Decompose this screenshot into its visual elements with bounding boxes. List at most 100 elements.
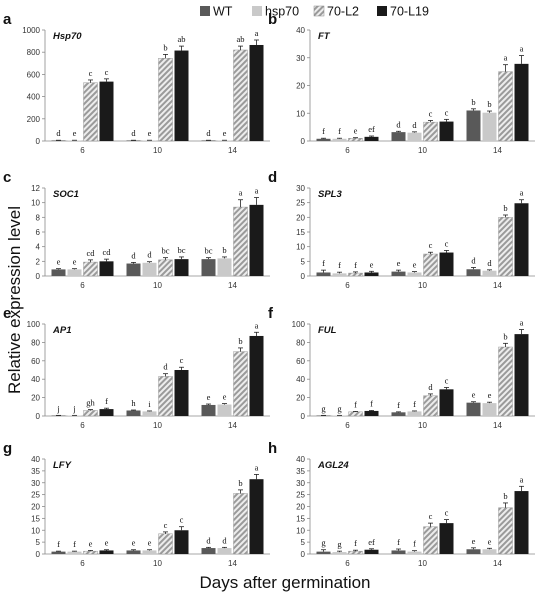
bar-wt — [391, 271, 406, 276]
significance-letter: e — [413, 260, 417, 270]
significance-letter: d — [56, 128, 61, 138]
significance-letter: c — [429, 511, 433, 521]
bar-70-l19 — [174, 530, 189, 554]
significance-letter: e — [370, 259, 374, 269]
significance-letter: f — [354, 260, 357, 270]
y-tick-label: 15 — [296, 514, 305, 523]
significance-letter: a — [255, 320, 259, 330]
significance-letter: f — [413, 539, 416, 549]
y-tick-label: 12 — [31, 184, 40, 193]
y-tick-label: 10 — [296, 109, 305, 118]
y-tick-label: 80 — [296, 338, 305, 347]
significance-letter: e — [148, 538, 152, 548]
panel-label: d — [268, 169, 277, 186]
y-tick-label: 0 — [301, 412, 306, 421]
bar-70-l19 — [249, 204, 264, 276]
significance-letter: e — [207, 392, 211, 402]
significance-letter: e — [223, 392, 227, 402]
significance-letter: d — [206, 535, 211, 545]
significance-letter: c — [445, 375, 449, 385]
significance-letter: e — [472, 536, 476, 546]
significance-letter: f — [370, 398, 373, 408]
significance-letter: b — [238, 478, 242, 488]
y-tick-label: 15 — [31, 514, 40, 523]
panel-label: b — [268, 11, 277, 28]
bar-wt — [391, 412, 406, 416]
y-tick-label: 20 — [296, 394, 305, 403]
significance-letter: c — [445, 107, 449, 117]
x-tick-label: 14 — [228, 559, 237, 568]
significance-letter: e — [223, 128, 227, 138]
y-tick-label: 0 — [301, 550, 306, 559]
x-tick-label: 6 — [345, 421, 350, 430]
bar-70-l2 — [498, 71, 513, 142]
bar-70-l19 — [99, 409, 114, 416]
y-tick-label: 15 — [296, 228, 305, 237]
panel-label: a — [3, 11, 12, 28]
significance-letter: g — [321, 538, 326, 548]
y-tick-label: 10 — [296, 526, 305, 535]
significance-letter: b — [222, 245, 226, 255]
bar-70-l19 — [99, 81, 114, 141]
bar-70-l2 — [158, 259, 173, 277]
y-tick-label: 20 — [296, 213, 305, 222]
y-tick-label: 0 — [36, 137, 41, 146]
significance-letter: cd — [86, 248, 95, 258]
significance-letter: f — [322, 258, 325, 268]
significance-letter: a — [520, 318, 524, 328]
y-tick-label: 0 — [36, 412, 41, 421]
bar-70-l19 — [439, 121, 454, 141]
significance-letter: e — [472, 390, 476, 400]
gene-label: Hsp70 — [53, 31, 82, 42]
y-tick-label: 60 — [296, 357, 305, 366]
x-tick-label: 10 — [418, 559, 427, 568]
y-tick-label: 40 — [31, 375, 40, 384]
y-tick-label: 6 — [36, 228, 41, 237]
significance-letter: e — [397, 258, 401, 268]
significance-letter: a — [520, 188, 524, 198]
y-tick-label: 100 — [27, 320, 41, 329]
significance-letter: ab — [236, 34, 244, 44]
bar-hsp70 — [482, 403, 497, 416]
y-tick-label: 35 — [31, 467, 40, 476]
bar-70-l2 — [83, 410, 98, 417]
bar-wt — [466, 402, 481, 416]
panel-label: h — [268, 440, 277, 457]
bar-70-l19 — [364, 272, 379, 276]
x-tick-label: 14 — [228, 281, 237, 290]
significance-letter: b — [503, 491, 507, 501]
significance-letter: bc — [161, 246, 169, 256]
panel-f: f FUL 0 20 40 60 80 100 g g f f 6 f f d c 10 e e b a 14 — [268, 305, 535, 430]
y-tick-label: 10 — [296, 243, 305, 252]
gene-label: LFY — [53, 460, 73, 471]
significance-letter: e — [488, 536, 492, 546]
significance-letter: d — [147, 250, 152, 260]
bar-70-l19 — [514, 203, 529, 276]
panel-d: d SPL3 0 5 10 15 20 25 30 f f f e 6 e e c c 10 d d b a 14 — [268, 169, 535, 290]
bar-wt — [126, 263, 141, 276]
bar-wt — [126, 550, 141, 554]
legend-label: hsp70 — [265, 5, 299, 19]
bar-70-l19 — [514, 334, 529, 416]
y-tick-label: 800 — [27, 48, 41, 57]
gene-label: FT — [318, 31, 331, 42]
significance-letter: e — [354, 126, 358, 136]
x-axis-label: Days after germination — [199, 573, 370, 592]
significance-letter: c — [429, 108, 433, 118]
x-tick-label: 14 — [493, 559, 502, 568]
panel-label: c — [3, 169, 11, 186]
significance-letter: f — [338, 260, 341, 270]
significance-letter: f — [338, 126, 341, 136]
significance-letter: d — [206, 128, 211, 138]
y-tick-label: 100 — [292, 320, 306, 329]
x-tick-label: 10 — [153, 559, 162, 568]
bar-70-l2 — [423, 253, 438, 277]
x-tick-label: 10 — [418, 146, 427, 155]
bar-70-l2 — [423, 121, 438, 142]
bar-wt — [316, 272, 331, 276]
y-tick-label: 400 — [27, 93, 41, 102]
